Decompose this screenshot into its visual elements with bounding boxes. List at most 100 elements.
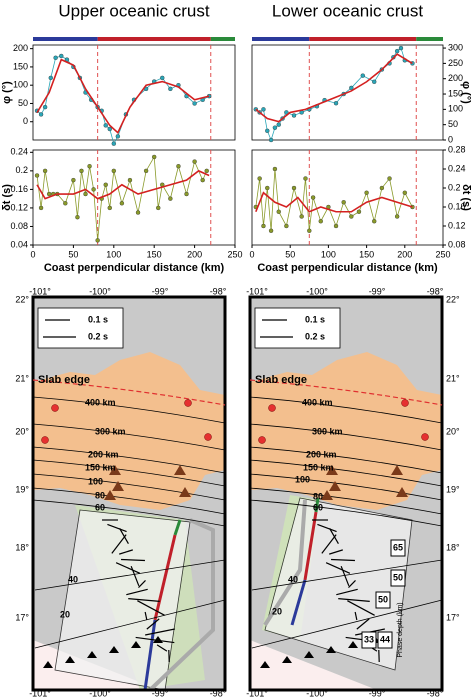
data-point: [151, 154, 157, 160]
lon-label: -100°: [89, 286, 111, 296]
measurement-line: [36, 155, 208, 241]
data-point: [75, 214, 80, 220]
y-tick-label: 50: [18, 98, 28, 108]
split-bar: [317, 523, 337, 533]
lon-label: -101°: [29, 286, 51, 296]
depth-bar: [210, 37, 235, 41]
lat-label: 17°: [446, 612, 460, 622]
depth-contour: [32, 499, 226, 527]
legend-label: 0.1 s: [305, 314, 325, 324]
depth-label: 150 km: [85, 462, 116, 472]
split-bar: [137, 600, 165, 616]
x-tick-label: 0: [249, 249, 254, 259]
split-bar: [321, 534, 337, 554]
data-point: [42, 168, 48, 174]
data-point: [111, 168, 117, 174]
x-axis-label: Coast perpendicular distance (km): [44, 262, 225, 274]
split-bar: [338, 598, 370, 602]
depth-label: 40: [288, 574, 298, 584]
x-tick-label: 200: [397, 249, 412, 259]
phase-depth-label: 50: [393, 572, 403, 582]
volcano: [321, 490, 333, 500]
y-tick-label: 0.12: [448, 220, 466, 230]
profile-green: [314, 497, 320, 513]
lat-label: 21°: [446, 373, 460, 383]
data-point: [184, 191, 189, 197]
lat-label: 17°: [15, 612, 29, 622]
data-point: [63, 201, 68, 206]
phase-depth-label: 65: [393, 542, 403, 552]
station: [258, 436, 266, 444]
depth-contour: [32, 423, 226, 451]
data-point: [200, 177, 205, 183]
data-point: [71, 177, 76, 183]
slab-edge-label: Slab edge: [38, 374, 90, 386]
depth-label: 200 km: [306, 449, 337, 459]
y-tick-label: 0.04: [10, 239, 28, 249]
split-bar: [119, 528, 129, 544]
y-axis-label: φ (°): [1, 81, 13, 104]
y-axis-label: δt (s): [460, 184, 472, 211]
depth-bar: [416, 37, 443, 41]
x-tick-label: 100: [106, 249, 121, 259]
lon-label: -100°: [306, 688, 328, 698]
depth-bar: [309, 37, 417, 41]
y-tick-label: 0.2: [448, 182, 461, 192]
depth-contour: [249, 446, 443, 474]
data-point: [143, 168, 149, 174]
depth-contour: [249, 459, 443, 487]
data-point: [115, 134, 121, 139]
lat-label: 19°: [446, 484, 460, 494]
split-bar: [354, 611, 358, 621]
lat-label: 20°: [15, 426, 29, 436]
y-tick-label: 0.28: [448, 144, 466, 154]
x-tick-label: 250: [435, 249, 450, 259]
depth-label: 80: [95, 490, 105, 500]
lat-label: 19°: [15, 484, 29, 494]
depth-label: 100: [88, 476, 103, 486]
y-tick-label: 0.12: [10, 202, 28, 212]
data-point: [135, 210, 141, 215]
data-point: [83, 191, 88, 197]
depth-bar: [252, 37, 310, 41]
split-bar: [336, 588, 358, 596]
map-frame: [248, 295, 444, 692]
slab-edge-line: [32, 379, 226, 406]
x-tick-label: 50: [68, 249, 78, 259]
depth-contour: [32, 487, 226, 515]
data-point: [398, 45, 404, 51]
smoothed-line: [36, 58, 210, 135]
data-point: [204, 168, 209, 174]
y-tick-label: 0.08: [10, 221, 28, 231]
lon-label: -99°: [152, 286, 169, 296]
data-point: [38, 205, 44, 211]
data-point: [192, 101, 197, 106]
depth-contour: [249, 487, 443, 515]
y-tick-label: 300: [448, 42, 463, 52]
y-tick-label: 50: [448, 119, 458, 129]
data-point: [103, 182, 108, 187]
split-bar: [356, 618, 370, 630]
data-point: [34, 173, 40, 178]
data-point: [402, 190, 407, 195]
split-bar: [325, 562, 351, 574]
split-bar: [115, 562, 141, 574]
lon-label: -100°: [89, 688, 111, 698]
depth-contour: [32, 446, 226, 474]
lat-label: 21°: [15, 373, 29, 383]
phase-depth-box: [375, 591, 391, 609]
smoothed-line: [255, 53, 413, 123]
trench-tooth: [282, 656, 292, 663]
trench-tooth: [304, 651, 314, 658]
depth-label: 200 km: [88, 449, 119, 459]
depth-label: 400 km: [302, 397, 333, 407]
depth-contour: [32, 396, 226, 424]
data-point: [333, 223, 339, 229]
depth-contour: [249, 499, 443, 527]
volcano: [396, 487, 408, 497]
data-point: [333, 101, 339, 106]
data-point: [268, 228, 274, 233]
depth-bar: [97, 37, 211, 41]
plot-frame: [32, 44, 236, 141]
lat-label: 18°: [15, 542, 29, 552]
